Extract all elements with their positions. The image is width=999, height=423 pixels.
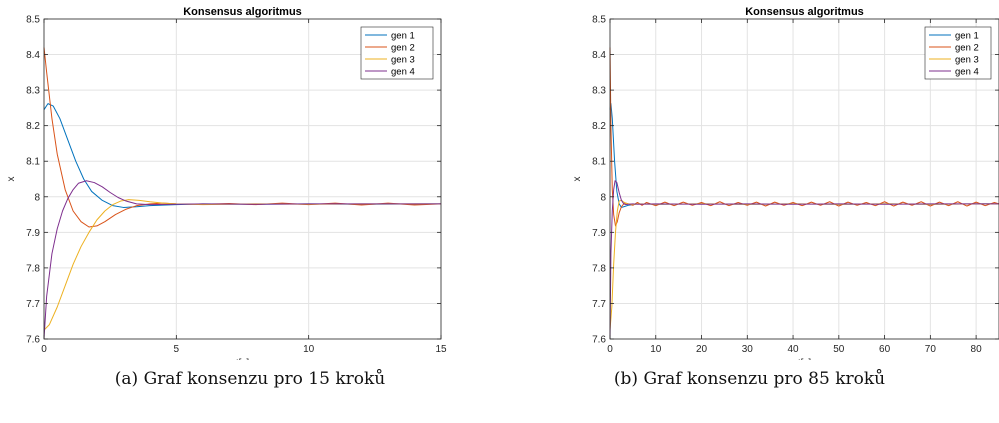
x-tick-label: 10 xyxy=(303,344,315,355)
y-tick-label: 8.3 xyxy=(26,86,40,97)
legend-label: gen 1 xyxy=(955,31,979,42)
x-tick-label: 40 xyxy=(787,344,799,355)
legend-label: gen 4 xyxy=(391,67,415,78)
y-tick-label: 7.8 xyxy=(26,263,40,274)
y-tick-label: 7.9 xyxy=(26,228,40,239)
y-tick-label: 8.4 xyxy=(592,50,606,61)
legend-label: gen 2 xyxy=(391,43,415,54)
chart-title: Konsensus algoritmus xyxy=(745,6,864,18)
y-tick-label: 8.1 xyxy=(26,157,40,168)
x-tick-label: 5 xyxy=(174,344,180,355)
x-tick-label: 80 xyxy=(971,344,983,355)
y-tick-label: 7.7 xyxy=(26,299,40,310)
axes-frame xyxy=(609,18,999,340)
x-tick-label: 60 xyxy=(879,344,891,355)
caption-a: (a) Graf konsenzu pro 15 kroků xyxy=(114,369,386,389)
x-tick-label: 0 xyxy=(41,344,47,355)
y-tick-label: 8.2 xyxy=(592,121,606,132)
y-tick-label: 7.7 xyxy=(592,299,606,310)
legend-label: gen 3 xyxy=(955,55,979,66)
x-tick-label: 0 xyxy=(607,344,613,355)
legend-label: gen 1 xyxy=(391,31,415,42)
legend-box xyxy=(360,26,434,80)
y-tick-label: 7.9 xyxy=(592,228,606,239)
y-tick-label: 8.3 xyxy=(592,86,606,97)
y-tick-label: 8 xyxy=(600,192,606,203)
y-tick-label: 8.5 xyxy=(592,15,606,26)
y-axis-label: x xyxy=(572,177,583,182)
x-tick-label: 20 xyxy=(696,344,708,355)
y-axis-label: x xyxy=(6,177,17,182)
x-tick-label: 15 xyxy=(435,344,447,355)
legend-label: gen 2 xyxy=(955,43,979,54)
series-line-gen-4 xyxy=(609,180,999,340)
y-tick-label: 7.6 xyxy=(592,335,606,346)
x-tick-label: 50 xyxy=(833,344,845,355)
consensus-chart-15-steps: 0 5 10 15 7.6 7.7 7.8 7.9 8 8.1 8.2 8.3 8.4 8.5 Konsen… xyxy=(6,6,447,360)
series-line-gen-4 xyxy=(43,180,441,340)
x-axis-label: t[s] xyxy=(236,358,250,360)
legend-box xyxy=(924,26,992,80)
y-tick-label: 7.8 xyxy=(592,263,606,274)
x-tick-label: 10 xyxy=(650,344,662,355)
x-axis-label: t[s] xyxy=(798,358,812,360)
axes-frame xyxy=(43,18,442,340)
consensus-chart-85-steps: 0 10 20 30 40 50 60 70 80 7.6 7.7 7.8 7.9 8 8.1 8.2 8.3 8… xyxy=(572,6,999,360)
x-tick-label: 70 xyxy=(925,344,937,355)
chart-title: Konsensus algoritmus xyxy=(183,6,302,18)
y-tick-label: 7.6 xyxy=(26,335,40,346)
y-tick-label: 8.1 xyxy=(592,157,606,168)
y-tick-label: 8.5 xyxy=(26,15,40,26)
legend-label: gen 3 xyxy=(391,55,415,66)
y-tick-label: 8.2 xyxy=(26,121,40,132)
x-tick-label: 30 xyxy=(742,344,754,355)
y-tick-label: 8 xyxy=(34,192,40,203)
legend-label: gen 4 xyxy=(955,67,979,78)
y-tick-label: 8.4 xyxy=(26,50,40,61)
caption-b: (b) Graf konsenzu pro 85 kroků xyxy=(613,369,886,389)
